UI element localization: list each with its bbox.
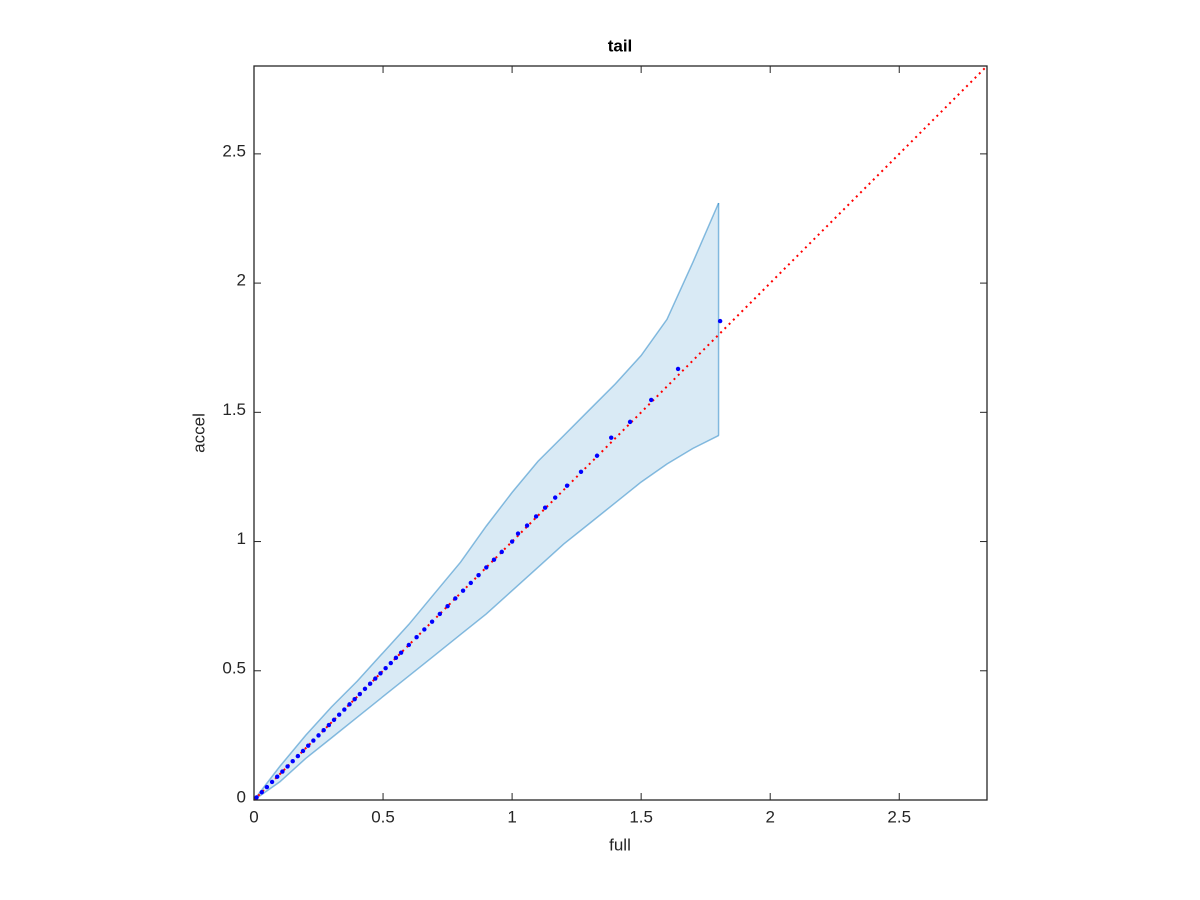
data-point — [515, 531, 521, 536]
y-tick-label: 1.5 — [222, 400, 246, 419]
data-point — [275, 774, 280, 779]
x-tick-label: 0.5 — [371, 807, 395, 826]
data-point — [254, 795, 259, 800]
data-point — [453, 596, 458, 601]
data-point — [542, 505, 548, 510]
data-point — [342, 707, 347, 712]
data-point — [285, 764, 290, 769]
data-point — [422, 627, 427, 632]
data-point — [717, 318, 723, 324]
data-point — [524, 523, 530, 528]
data-point — [484, 565, 489, 570]
x-tick-label: 2.5 — [887, 807, 911, 826]
data-point — [445, 603, 450, 609]
data-point — [300, 748, 306, 754]
data-point — [675, 366, 681, 372]
data-point — [649, 397, 654, 403]
data-point — [388, 660, 393, 666]
data-point — [352, 697, 357, 702]
data-point — [357, 691, 363, 697]
data-point — [336, 712, 342, 717]
y-tick-label: 0.5 — [222, 658, 246, 677]
data-point — [491, 557, 497, 562]
data-point — [594, 453, 600, 458]
data-point — [564, 483, 570, 488]
data-point — [509, 539, 515, 544]
data-point — [280, 769, 285, 774]
data-point — [393, 655, 399, 661]
data-point — [264, 784, 270, 790]
data-point — [383, 665, 388, 671]
data-point — [406, 642, 412, 648]
data-point — [290, 759, 295, 764]
x-tick-label: 0 — [249, 807, 258, 826]
data-point — [553, 495, 558, 500]
data-point — [362, 686, 368, 692]
data-point — [367, 681, 373, 686]
x-tick-label: 1 — [507, 807, 516, 826]
data-point — [398, 650, 404, 655]
data-point — [533, 514, 539, 519]
data-point — [468, 580, 474, 586]
y-tick-label: 2 — [237, 271, 246, 290]
x-tick-label: 2 — [765, 807, 774, 826]
data-point — [429, 619, 435, 624]
reference-line — [253, 65, 988, 801]
x-axis-label: full — [609, 835, 631, 854]
y-axis-label: accel — [189, 413, 208, 453]
data-point — [295, 753, 301, 759]
data-point — [609, 435, 614, 440]
data-point — [437, 611, 443, 617]
x-tick-label: 1.5 — [629, 807, 653, 826]
data-point — [373, 676, 378, 681]
y-tick-label: 2.5 — [222, 141, 246, 160]
data-point — [347, 702, 352, 707]
chart-title: tail — [608, 36, 633, 55]
data-point — [414, 634, 419, 640]
data-point — [316, 733, 321, 738]
data-point — [578, 469, 584, 474]
data-point — [311, 738, 316, 743]
y-tick-label: 0 — [237, 787, 246, 806]
y-tick-label: 1 — [237, 529, 246, 548]
data-point — [627, 419, 633, 425]
data-point — [378, 671, 383, 676]
band-upper — [253, 202, 720, 801]
data-point — [259, 790, 264, 795]
data-point — [321, 728, 326, 733]
band-lower — [253, 434, 719, 801]
data-point — [460, 588, 466, 593]
data-point — [476, 572, 481, 578]
data-point — [326, 722, 332, 728]
data-point — [331, 717, 337, 723]
axes-box — [253, 65, 988, 801]
data-point — [269, 779, 275, 785]
data-point — [306, 743, 311, 748]
data-point — [499, 549, 504, 555]
